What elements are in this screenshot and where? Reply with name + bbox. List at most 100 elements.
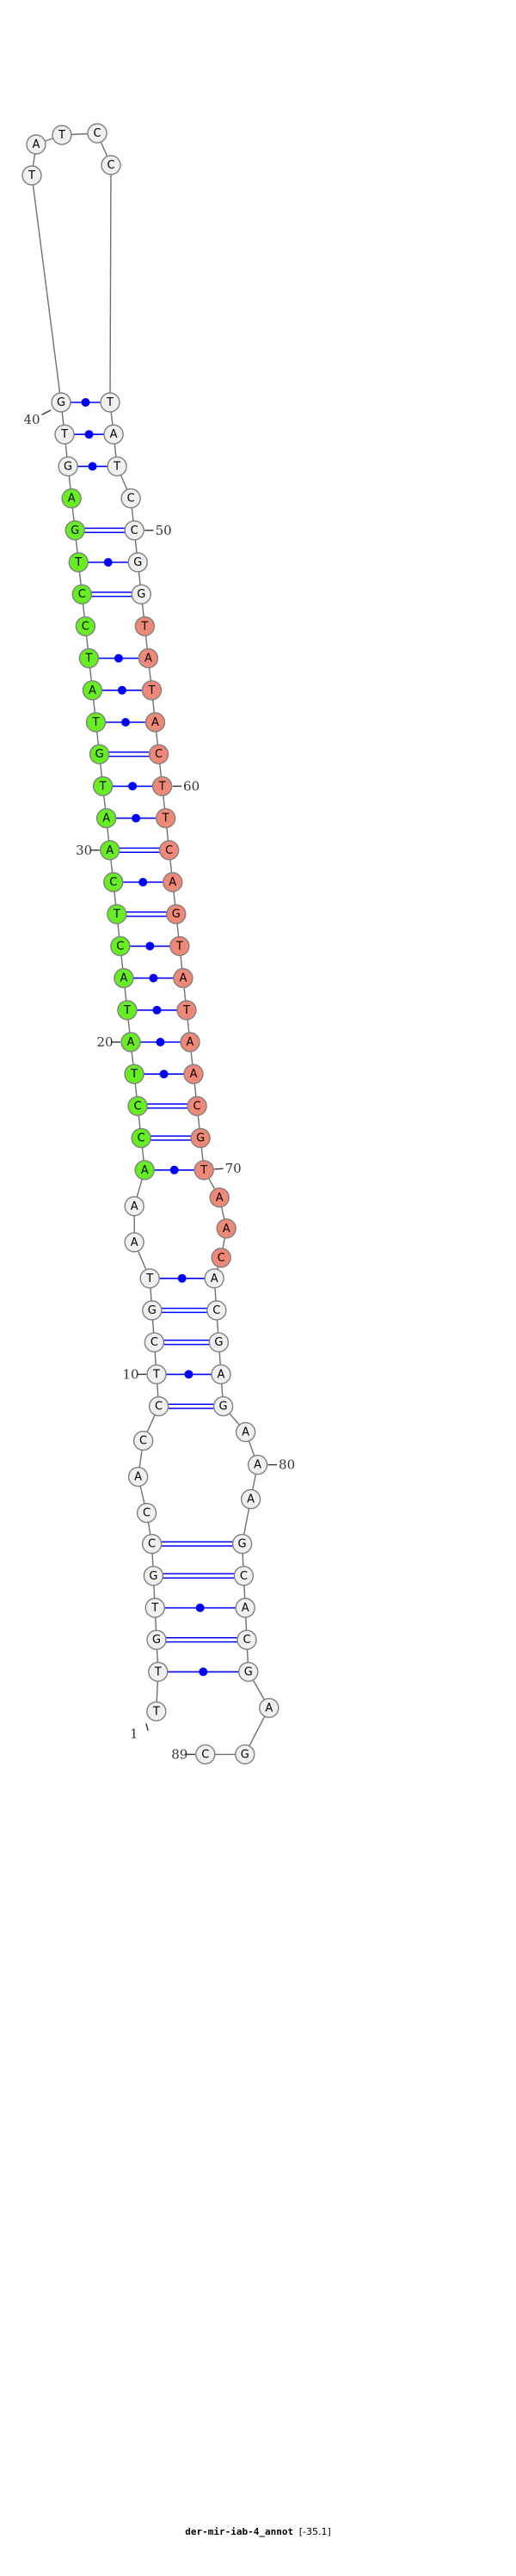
- nucleotide-a[interactable]: A: [240, 1488, 261, 1510]
- nucleotide-c[interactable]: C: [71, 584, 93, 604]
- nucleotide-circle: [124, 1064, 144, 1084]
- nucleotide-c[interactable]: C: [127, 1095, 148, 1117]
- nucleotide-c[interactable]: C: [141, 1533, 163, 1555]
- nucleotide-a[interactable]: A: [204, 1268, 224, 1289]
- nucleotide-t[interactable]: T: [148, 1661, 169, 1683]
- nucleotide-t[interactable]: T: [124, 1064, 144, 1084]
- nucleotide-a[interactable]: A: [124, 1232, 144, 1253]
- nucleotide-c[interactable]: C: [236, 1629, 257, 1650]
- nucleotide-a[interactable]: A: [138, 647, 159, 669]
- nucleotide-g[interactable]: G: [212, 1395, 234, 1417]
- nucleotide-c[interactable]: C: [158, 840, 180, 861]
- nucleotide-g[interactable]: G: [143, 1566, 164, 1586]
- nucleotide-circle: [146, 1629, 167, 1650]
- nucleotide-t[interactable]: T: [151, 776, 173, 797]
- nucleotide-t[interactable]: T: [107, 904, 127, 924]
- nucleotide-c[interactable]: C: [187, 1095, 207, 1117]
- nucleotide-c[interactable]: C: [87, 123, 108, 144]
- nucleotide-t[interactable]: T: [22, 165, 42, 186]
- nucleotide-g[interactable]: G: [190, 1127, 211, 1149]
- nucleotide-g[interactable]: G: [238, 1661, 259, 1683]
- nucleotide-t[interactable]: T: [146, 1364, 167, 1385]
- nucleotide-t[interactable]: T: [117, 1000, 138, 1021]
- nucleotide-c[interactable]: C: [148, 1395, 169, 1417]
- nucleotide-t[interactable]: T: [85, 712, 107, 733]
- nucleotide-a[interactable]: A: [99, 840, 120, 861]
- nucleotide-a[interactable]: A: [114, 967, 134, 989]
- nucleotide-g[interactable]: G: [208, 1332, 230, 1352]
- nucleotide-a[interactable]: A: [134, 1160, 155, 1181]
- nucleotide-t[interactable]: T: [194, 1160, 214, 1181]
- nucleotide-c[interactable]: C: [131, 1127, 151, 1149]
- nucleotide-a[interactable]: A: [82, 680, 103, 701]
- nucleotide-circle: [127, 1095, 148, 1117]
- nucleotide-c[interactable]: C: [75, 616, 96, 637]
- nucleotide-c[interactable]: C: [103, 872, 124, 892]
- nucleotide-a[interactable]: A: [183, 1064, 204, 1084]
- nucleotide-c[interactable]: C: [206, 1300, 227, 1321]
- nucleotide-a[interactable]: A: [180, 1032, 200, 1052]
- nucleotide-a[interactable]: A: [173, 967, 194, 989]
- nucleotide-t[interactable]: T: [169, 935, 190, 957]
- nucleotide-g[interactable]: G: [231, 1533, 253, 1555]
- nucleotide-a[interactable]: A: [124, 1196, 144, 1217]
- nucleotide-a[interactable]: A: [211, 1364, 231, 1385]
- nucleotide-a[interactable]: A: [247, 1454, 268, 1475]
- nucleotide-c[interactable]: C: [101, 155, 121, 175]
- nucleotide-t[interactable]: T: [139, 1268, 160, 1289]
- nucleotide-t[interactable]: T: [155, 807, 176, 829]
- nucleotide-c[interactable]: C: [124, 520, 144, 541]
- nucleotide-a[interactable]: A: [127, 1466, 149, 1487]
- nucleotide-c[interactable]: C: [233, 1566, 255, 1586]
- nucleotide-g[interactable]: G: [127, 552, 148, 573]
- nucleotide-g[interactable]: G: [235, 1744, 255, 1765]
- nucleotide-circle: [233, 1566, 255, 1586]
- nucleotide-t[interactable]: T: [52, 125, 72, 145]
- nucleotide-c[interactable]: C: [136, 1502, 157, 1524]
- nucleotide-a[interactable]: A: [95, 807, 117, 829]
- nucleotide-a[interactable]: A: [235, 1598, 255, 1618]
- nucleotide-t[interactable]: T: [100, 392, 120, 413]
- nucleotide-a[interactable]: A: [216, 1218, 236, 1239]
- nucleotide-t[interactable]: T: [92, 776, 114, 797]
- nucleotide-letter: G: [238, 1538, 247, 1551]
- nucleotide-c[interactable]: C: [195, 1744, 216, 1765]
- nucleotide-a[interactable]: A: [120, 1032, 141, 1052]
- nucleotide-g[interactable]: G: [51, 392, 71, 413]
- nucleotide-t[interactable]: T: [107, 456, 127, 477]
- nucleotide-t[interactable]: T: [144, 1598, 165, 1618]
- nucleotide-circle: [173, 967, 194, 989]
- nucleotide-t[interactable]: T: [141, 680, 163, 701]
- nucleotide-letter: A: [242, 1426, 249, 1439]
- nucleotide-g[interactable]: G: [142, 1300, 163, 1321]
- nucleotide-t[interactable]: T: [146, 1701, 167, 1722]
- nucleotide-c[interactable]: C: [211, 1248, 231, 1268]
- at-pair-dot: [84, 430, 94, 439]
- nucleotide-a[interactable]: A: [61, 488, 82, 509]
- nucleotide-c[interactable]: C: [120, 488, 141, 509]
- nucleotide-t[interactable]: T: [78, 647, 100, 669]
- nucleotide-letter: C: [93, 127, 101, 140]
- nucleotide-g[interactable]: G: [58, 456, 78, 477]
- nucleotide-a[interactable]: A: [26, 134, 46, 155]
- nucleotide-c[interactable]: C: [110, 935, 131, 957]
- nucleotide-c[interactable]: C: [132, 1430, 154, 1451]
- nucleotide-t[interactable]: T: [54, 424, 75, 445]
- nucleotide-a[interactable]: A: [163, 872, 183, 892]
- nucleotide-g[interactable]: G: [89, 744, 110, 764]
- nucleotide-a[interactable]: A: [209, 1187, 230, 1208]
- nucleotide-g[interactable]: G: [146, 1629, 167, 1650]
- nucleotide-a[interactable]: A: [144, 712, 166, 733]
- nucleotide-t[interactable]: T: [68, 552, 89, 573]
- nucleotide-a[interactable]: A: [235, 1421, 256, 1443]
- nucleotide-c[interactable]: C: [144, 1332, 165, 1352]
- nucleotide-t[interactable]: T: [134, 616, 156, 637]
- nucleotide-a[interactable]: A: [259, 1697, 280, 1719]
- nucleotide-g[interactable]: G: [131, 584, 152, 604]
- nucleotide-t[interactable]: T: [176, 1000, 197, 1021]
- nucleotide-letter: A: [223, 1223, 230, 1236]
- nucleotide-c[interactable]: C: [148, 744, 169, 764]
- nucleotide-a[interactable]: A: [103, 424, 124, 445]
- nucleotide-g[interactable]: G: [166, 904, 187, 924]
- nucleotide-g[interactable]: G: [64, 520, 85, 541]
